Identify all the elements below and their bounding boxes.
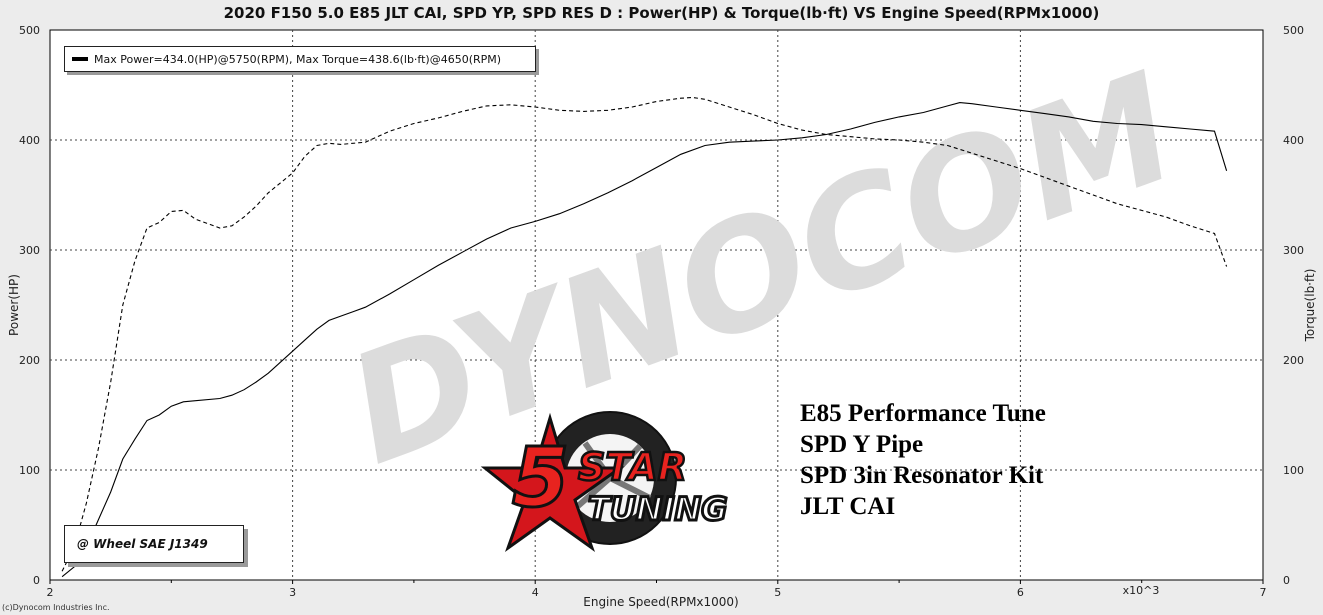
x-tick-label: 5 — [774, 586, 781, 599]
correction-standard-box: @ Wheel SAE J1349 — [64, 525, 244, 563]
axis-ticks: 2 3 4 5 6 7 0 100 200 300 400 500 0 100 200 300 400 500 — [19, 24, 1304, 599]
y-tick-label: 100 — [19, 464, 40, 477]
x-tick-label: 4 — [532, 586, 539, 599]
y-tick-label: 200 — [19, 354, 40, 367]
chart-legend: Max Power=434.0(HP)@5750(RPM), Max Torqu… — [64, 46, 536, 72]
legend-text: Max Power=434.0(HP)@5750(RPM), Max Torqu… — [94, 52, 502, 66]
logo-tuning-word: TUNING — [588, 490, 728, 528]
y-tick-label: 400 — [19, 134, 40, 147]
mod-line: SPD 3in Resonator Kit — [800, 462, 1044, 489]
y-tick-label: 500 — [19, 24, 40, 37]
mod-line: SPD Y Pipe — [800, 431, 924, 458]
copyright-text: (c)Dynocom Industries Inc. — [2, 603, 110, 612]
logo-star — [480, 412, 625, 552]
mod-line: JLT CAI — [800, 493, 896, 520]
x-tick-label: 2 — [47, 586, 54, 599]
mod-line: E85 Performance Tune — [800, 400, 1046, 427]
x-tick-label: 3 — [289, 586, 296, 599]
y2-tick-label: 100 — [1283, 464, 1304, 477]
y2-tick-label: 300 — [1283, 244, 1304, 257]
x-axis-label: Engine Speed(RPMx1000) — [583, 595, 739, 609]
torque-curve — [61, 96, 1228, 572]
correction-label: @ Wheel SAE J1349 — [77, 537, 208, 551]
x-tick-label: 7 — [1260, 586, 1267, 599]
x-tick-label: 6 — [1017, 586, 1024, 599]
y2-tick-label: 400 — [1283, 134, 1304, 147]
y2-tick-label: 500 — [1283, 24, 1304, 37]
y2-tick-label: 200 — [1283, 354, 1304, 367]
modification-list: E85 Performance Tune SPD Y Pipe SPD 3in … — [800, 398, 1046, 522]
logo-five: 5 — [512, 431, 569, 526]
chart-title: 2020 F150 5.0 E85 JLT CAI, SPD YP, SPD R… — [223, 4, 1100, 22]
y2-tick-label: 0 — [1283, 574, 1290, 587]
power-curve — [61, 102, 1228, 578]
y-tick-label: 300 — [19, 244, 40, 257]
five-star-tuning-logo: 5 STAR TUNING — [480, 411, 729, 552]
y2-axis-label: Torque(lb·ft) — [1303, 269, 1317, 343]
y-axis-label: Power(HP) — [7, 274, 21, 336]
legend-swatch — [72, 57, 88, 61]
y-tick-label: 0 — [33, 574, 40, 587]
series-layer — [61, 96, 1228, 578]
logo-spokes — [576, 441, 652, 509]
x-unit-note: x10^3 — [1123, 584, 1160, 597]
logo-star-word: STAR — [578, 445, 687, 489]
